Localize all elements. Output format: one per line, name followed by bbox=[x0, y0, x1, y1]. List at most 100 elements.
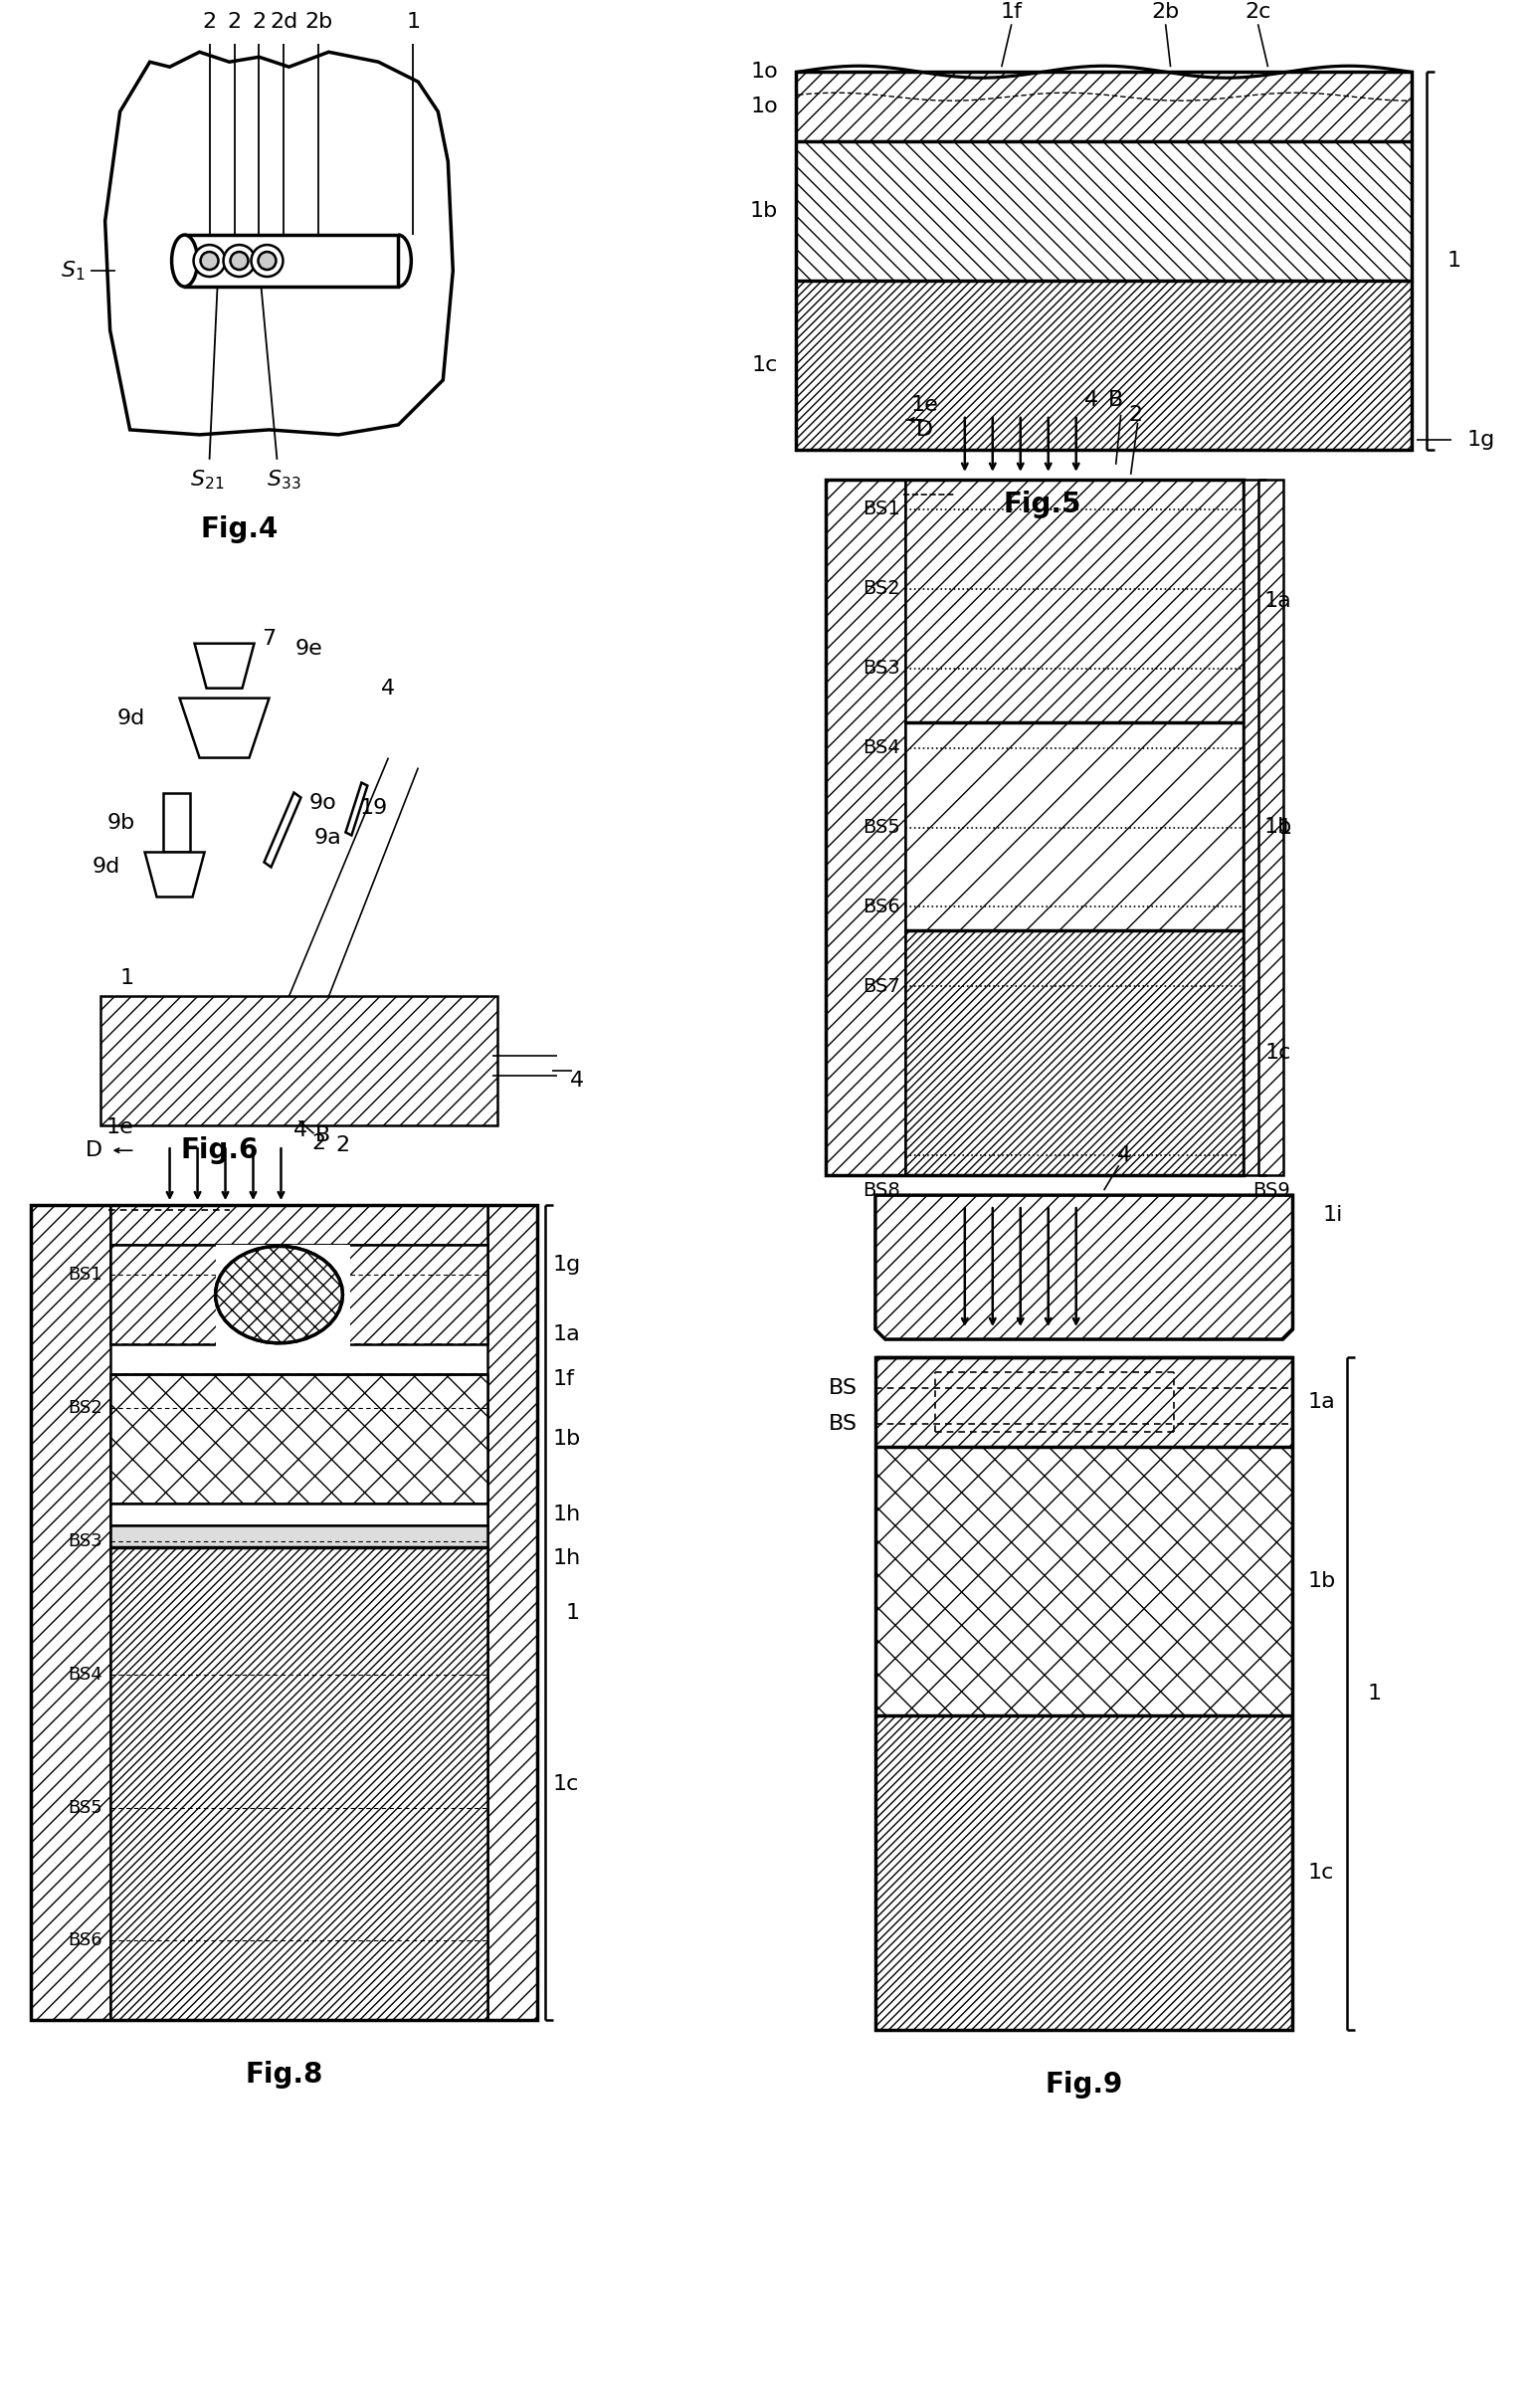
Polygon shape bbox=[265, 792, 301, 867]
Text: 1f: 1f bbox=[552, 1370, 574, 1389]
Bar bbox=[215, 1245, 351, 1353]
Text: 4: 4 bbox=[571, 1072, 584, 1091]
Text: BS2: BS2 bbox=[68, 1399, 102, 1416]
Text: 1b: 1b bbox=[1264, 816, 1292, 836]
Bar bbox=[875, 1714, 1293, 2030]
Circle shape bbox=[194, 246, 226, 277]
Text: 1o: 1o bbox=[751, 63, 778, 82]
Text: $S_1$: $S_1$ bbox=[62, 260, 85, 282]
Text: BS8: BS8 bbox=[863, 1180, 900, 1199]
Text: BS2: BS2 bbox=[863, 580, 900, 597]
Text: 1c: 1c bbox=[1307, 1864, 1333, 1883]
Text: 1a: 1a bbox=[1264, 590, 1292, 612]
Bar bbox=[875, 1358, 1293, 2030]
Text: 9d: 9d bbox=[117, 708, 145, 727]
Text: Fig.9: Fig.9 bbox=[1046, 2071, 1123, 2100]
Text: 1c: 1c bbox=[1264, 1043, 1290, 1062]
Text: 1: 1 bbox=[1447, 250, 1461, 270]
Text: 4: 4 bbox=[381, 679, 395, 698]
Circle shape bbox=[258, 253, 275, 270]
Text: 9d: 9d bbox=[92, 857, 120, 877]
Text: 1: 1 bbox=[1367, 1683, 1381, 1705]
Polygon shape bbox=[163, 792, 189, 852]
Text: BS3: BS3 bbox=[68, 1531, 102, 1551]
Text: 1c: 1c bbox=[552, 1775, 578, 1794]
Text: 1f: 1f bbox=[1001, 2, 1023, 22]
Text: BS6: BS6 bbox=[863, 898, 900, 917]
Polygon shape bbox=[194, 643, 254, 689]
Text: 2: 2 bbox=[252, 12, 266, 31]
Bar bbox=[795, 72, 1412, 450]
Text: BS1: BS1 bbox=[68, 1267, 102, 1283]
Text: 1b: 1b bbox=[1307, 1570, 1337, 1592]
Text: BS: BS bbox=[829, 1413, 858, 1435]
Bar bbox=[875, 1447, 1293, 1714]
Text: B: B bbox=[1109, 390, 1123, 409]
Text: BS7: BS7 bbox=[863, 978, 900, 997]
Text: 1: 1 bbox=[566, 1604, 580, 1623]
Bar bbox=[795, 282, 1412, 450]
Text: 1a: 1a bbox=[552, 1324, 580, 1344]
Bar bbox=[875, 1358, 1293, 1447]
Text: 9e: 9e bbox=[295, 638, 323, 657]
Text: 1: 1 bbox=[406, 12, 420, 31]
Text: Fig.5: Fig.5 bbox=[1003, 491, 1081, 518]
Text: 1h: 1h bbox=[552, 1505, 580, 1524]
Polygon shape bbox=[105, 53, 454, 436]
Polygon shape bbox=[215, 1247, 343, 1344]
Bar bbox=[906, 932, 1243, 1175]
Bar bbox=[111, 1503, 488, 1524]
Bar bbox=[875, 1447, 1293, 1714]
Bar bbox=[31, 1204, 111, 2020]
Text: 1b: 1b bbox=[552, 1428, 580, 1450]
Text: 1g: 1g bbox=[552, 1255, 580, 1274]
Bar bbox=[826, 479, 906, 1175]
Text: 2: 2 bbox=[203, 12, 217, 31]
Bar bbox=[795, 142, 1412, 282]
Bar bbox=[185, 236, 398, 287]
Polygon shape bbox=[875, 1194, 1293, 1339]
Circle shape bbox=[251, 246, 283, 277]
Text: 2b: 2b bbox=[305, 12, 332, 31]
Bar bbox=[111, 1204, 488, 1245]
Text: BS: BS bbox=[829, 1380, 858, 1399]
Text: 1a: 1a bbox=[1307, 1392, 1335, 1411]
Bar bbox=[31, 1204, 537, 2020]
Text: 1o: 1o bbox=[751, 96, 778, 116]
Text: 4: 4 bbox=[1084, 390, 1098, 409]
Text: 2b: 2b bbox=[1152, 2, 1180, 22]
Text: 1i: 1i bbox=[1323, 1204, 1343, 1226]
Text: 2c: 2c bbox=[1244, 2, 1270, 22]
Text: Fig.7: Fig.7 bbox=[1035, 1211, 1114, 1240]
Bar bbox=[111, 1245, 488, 1344]
Text: 1: 1 bbox=[1278, 816, 1292, 838]
Text: 1g: 1g bbox=[1467, 429, 1495, 450]
Text: 4: 4 bbox=[1117, 1146, 1130, 1165]
Text: BS5: BS5 bbox=[863, 819, 900, 838]
Text: 2: 2 bbox=[228, 12, 241, 31]
Polygon shape bbox=[145, 852, 205, 896]
Polygon shape bbox=[346, 783, 368, 836]
Text: BS1: BS1 bbox=[863, 501, 900, 518]
Text: 1h: 1h bbox=[552, 1548, 580, 1568]
Text: BS3: BS3 bbox=[863, 660, 900, 677]
Text: 1e: 1e bbox=[106, 1117, 134, 1137]
Text: 1e: 1e bbox=[910, 395, 938, 414]
Text: B: B bbox=[315, 1125, 331, 1146]
Bar bbox=[906, 722, 1243, 932]
Text: Fig.4: Fig.4 bbox=[200, 515, 278, 544]
Text: 9b: 9b bbox=[106, 811, 135, 833]
Bar bbox=[111, 1524, 488, 1546]
Text: 9o: 9o bbox=[309, 792, 337, 811]
Text: 1: 1 bbox=[120, 968, 134, 987]
Text: 1c: 1c bbox=[752, 356, 778, 376]
Bar bbox=[111, 1375, 488, 1503]
Text: Fig.6: Fig.6 bbox=[180, 1137, 258, 1165]
Text: D: D bbox=[917, 419, 934, 441]
Text: D: D bbox=[85, 1141, 102, 1161]
Text: 2: 2 bbox=[335, 1137, 349, 1156]
Text: 2: 2 bbox=[1129, 405, 1143, 424]
Polygon shape bbox=[215, 1247, 343, 1344]
Text: 19: 19 bbox=[360, 797, 388, 816]
Text: Fig.8: Fig.8 bbox=[245, 2061, 323, 2088]
